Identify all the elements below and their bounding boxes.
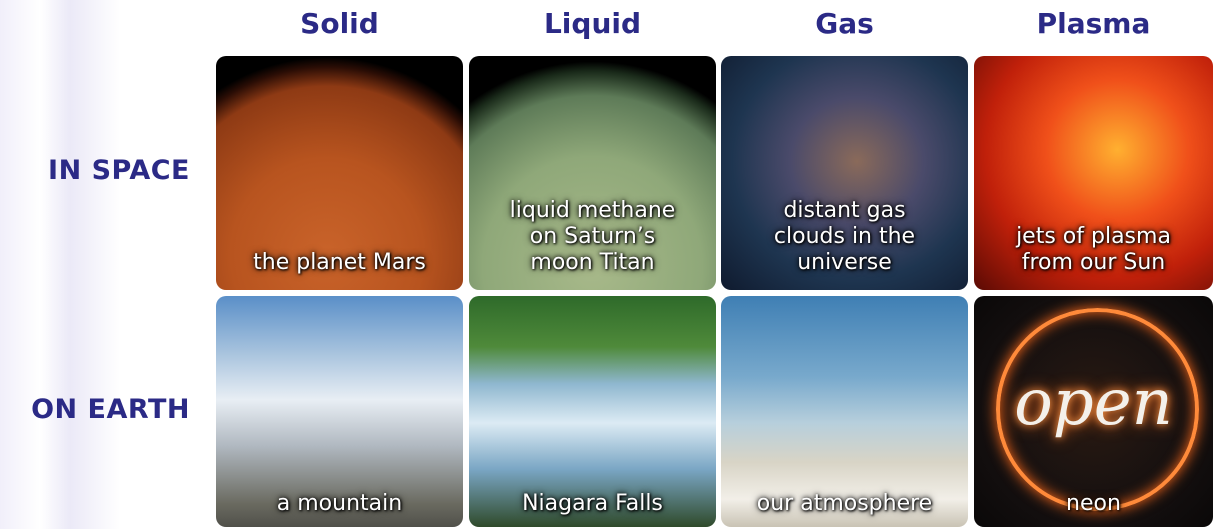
caption-line: neon [974, 491, 1213, 517]
image-tile: the planet Mars [216, 56, 463, 290]
caption-line: Niagara Falls [469, 491, 716, 517]
caption: neon [974, 491, 1213, 517]
image-tile: Niagara Falls [469, 296, 716, 527]
caption-line: from our Sun [974, 250, 1213, 276]
caption: Niagara Falls [469, 491, 716, 517]
caption-line: the planet Mars [216, 250, 463, 276]
row-header: ON EARTH [0, 394, 190, 425]
caption: the planet Mars [216, 250, 463, 276]
caption-line: on Saturn’s [469, 224, 716, 250]
image-tile: our atmosphere [721, 296, 968, 527]
caption-line: our atmosphere [721, 491, 968, 517]
caption-line: liquid methane [469, 198, 716, 224]
states-of-matter-grid: SolidLiquidGasPlasma IN SPACE the planet M… [0, 0, 1215, 529]
image-tile: a mountain [216, 296, 463, 527]
caption-line: clouds in the [721, 224, 968, 250]
neon-sign-text: open [974, 366, 1213, 440]
caption-line: jets of plasma [974, 224, 1213, 250]
caption: a mountain [216, 491, 463, 517]
caption-line: moon Titan [469, 250, 716, 276]
column-header: Liquid [469, 2, 716, 46]
caption-line: a mountain [216, 491, 463, 517]
column-header: Plasma [974, 2, 1213, 46]
caption-line: distant gas [721, 198, 968, 224]
column-header: Gas [721, 2, 968, 46]
column-header: Solid [216, 2, 463, 46]
image-tile: open neon [974, 296, 1213, 527]
row-header: IN SPACE [0, 155, 190, 186]
caption: our atmosphere [721, 491, 968, 517]
caption-line: universe [721, 250, 968, 276]
